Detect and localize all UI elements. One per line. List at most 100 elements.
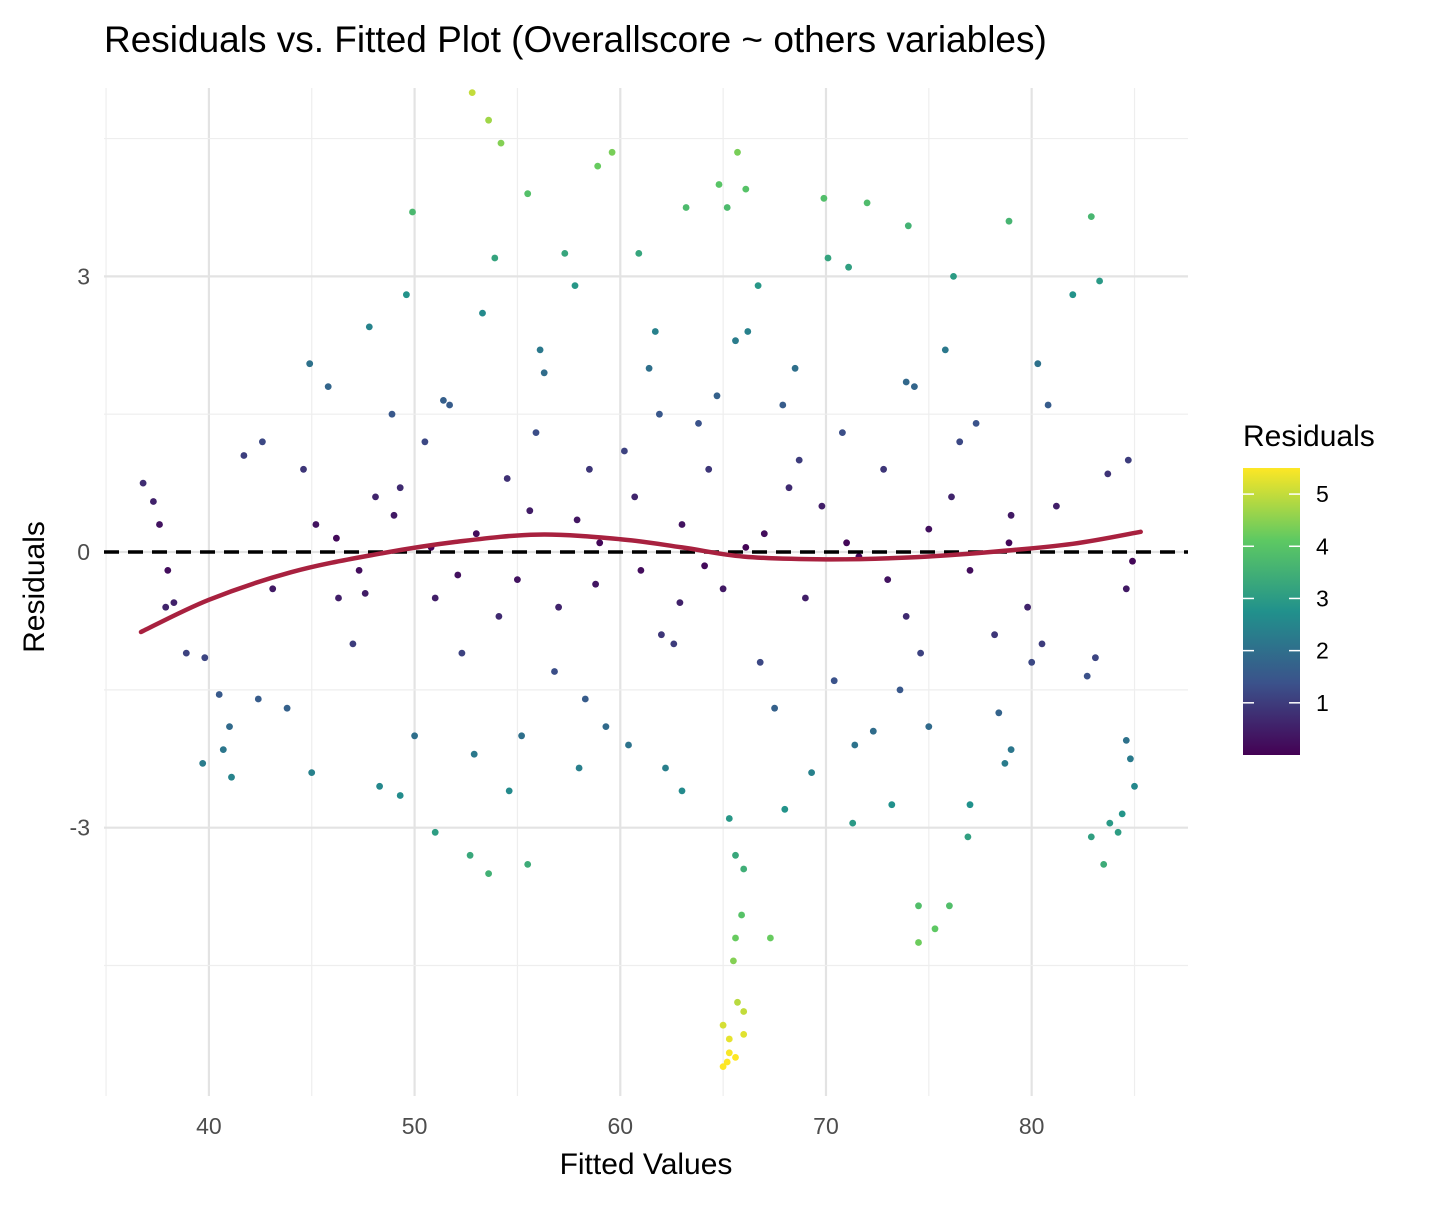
data-point xyxy=(524,861,532,868)
data-point xyxy=(608,148,616,156)
data-point xyxy=(682,204,690,211)
data-point xyxy=(1001,760,1009,767)
data-point xyxy=(254,695,262,703)
y-axis-title: Residuals xyxy=(18,521,51,653)
data-point xyxy=(1092,654,1099,662)
data-point xyxy=(226,723,233,730)
data-point xyxy=(1005,217,1013,225)
data-point xyxy=(1005,539,1013,547)
data-point xyxy=(259,438,266,446)
tick-label-layer: 40 50 60 70 80 -3 0 3 xyxy=(70,263,1045,1139)
grid-layer xyxy=(104,88,1188,1096)
data-point xyxy=(678,787,686,795)
data-point xyxy=(734,148,741,156)
data-point xyxy=(602,723,610,730)
data-point xyxy=(555,603,562,611)
data-point xyxy=(283,704,291,712)
data-point xyxy=(324,383,332,390)
data-point xyxy=(472,530,480,538)
data-point xyxy=(466,851,474,859)
data-point xyxy=(164,567,172,574)
data-point xyxy=(849,819,857,827)
data-point xyxy=(925,525,933,533)
data-point xyxy=(470,750,478,758)
data-point xyxy=(732,337,739,345)
data-point xyxy=(540,369,548,377)
data-point xyxy=(1114,828,1122,836)
data-point xyxy=(740,1008,748,1015)
data-point xyxy=(497,139,505,147)
data-point xyxy=(802,594,809,602)
data-point xyxy=(715,181,723,188)
data-point xyxy=(468,89,476,96)
data-point xyxy=(421,438,429,446)
data-point xyxy=(820,194,828,202)
data-point xyxy=(300,465,307,473)
smooth-fit-line xyxy=(138,529,1143,635)
data-point xyxy=(446,401,453,409)
data-point xyxy=(991,631,998,639)
data-point xyxy=(656,410,663,418)
data-point xyxy=(312,521,320,528)
legend-colorbar xyxy=(1243,468,1300,755)
data-point xyxy=(830,677,838,685)
data-point xyxy=(713,392,721,400)
data-point xyxy=(771,704,778,712)
data-point xyxy=(723,204,731,211)
data-point xyxy=(306,360,314,368)
data-point xyxy=(781,805,789,813)
data-point xyxy=(705,465,713,473)
x-tick-label: 60 xyxy=(607,1113,633,1139)
data-point xyxy=(403,291,410,299)
data-point xyxy=(972,420,980,427)
data-point xyxy=(742,185,750,193)
data-point xyxy=(869,727,877,735)
data-point xyxy=(411,732,418,740)
data-point xyxy=(388,410,396,418)
data-point xyxy=(911,383,918,390)
data-point xyxy=(156,521,163,528)
data-point xyxy=(182,649,190,657)
legend-tick-label: 4 xyxy=(1316,533,1329,559)
y-tick-label: 0 xyxy=(77,539,90,565)
data-point xyxy=(390,511,398,519)
data-point xyxy=(431,828,439,836)
data-point xyxy=(1129,557,1136,565)
data-point xyxy=(631,493,639,501)
data-point xyxy=(917,649,924,657)
data-point xyxy=(896,686,904,694)
data-point xyxy=(536,346,544,354)
data-point xyxy=(573,516,581,524)
data-point xyxy=(1127,755,1134,763)
legend-tick-label: 2 xyxy=(1316,638,1329,664)
data-point xyxy=(1096,277,1103,285)
data-point xyxy=(791,364,799,372)
data-point xyxy=(532,429,540,436)
data-point xyxy=(738,911,745,919)
data-point xyxy=(491,254,499,262)
color-legend: Residuals 1 2 3 4 5 xyxy=(1243,420,1375,755)
data-point xyxy=(964,833,972,841)
data-point xyxy=(1024,603,1031,611)
data-point xyxy=(376,782,383,790)
data-point xyxy=(956,438,964,446)
data-point xyxy=(503,475,511,482)
data-point xyxy=(995,709,1003,717)
data-point xyxy=(779,401,787,409)
data-point xyxy=(361,590,369,597)
data-point xyxy=(851,741,859,749)
data-point xyxy=(1131,782,1138,790)
data-point xyxy=(734,998,741,1006)
data-point xyxy=(725,1035,733,1043)
data-point xyxy=(839,429,846,436)
data-point xyxy=(524,190,532,198)
data-point xyxy=(575,764,583,772)
data-point xyxy=(1007,511,1015,519)
data-point xyxy=(526,507,534,515)
data-point xyxy=(1104,470,1112,478)
data-point xyxy=(440,397,447,404)
data-point xyxy=(678,521,686,528)
x-tick-label: 50 xyxy=(402,1113,428,1139)
data-point xyxy=(888,801,896,809)
